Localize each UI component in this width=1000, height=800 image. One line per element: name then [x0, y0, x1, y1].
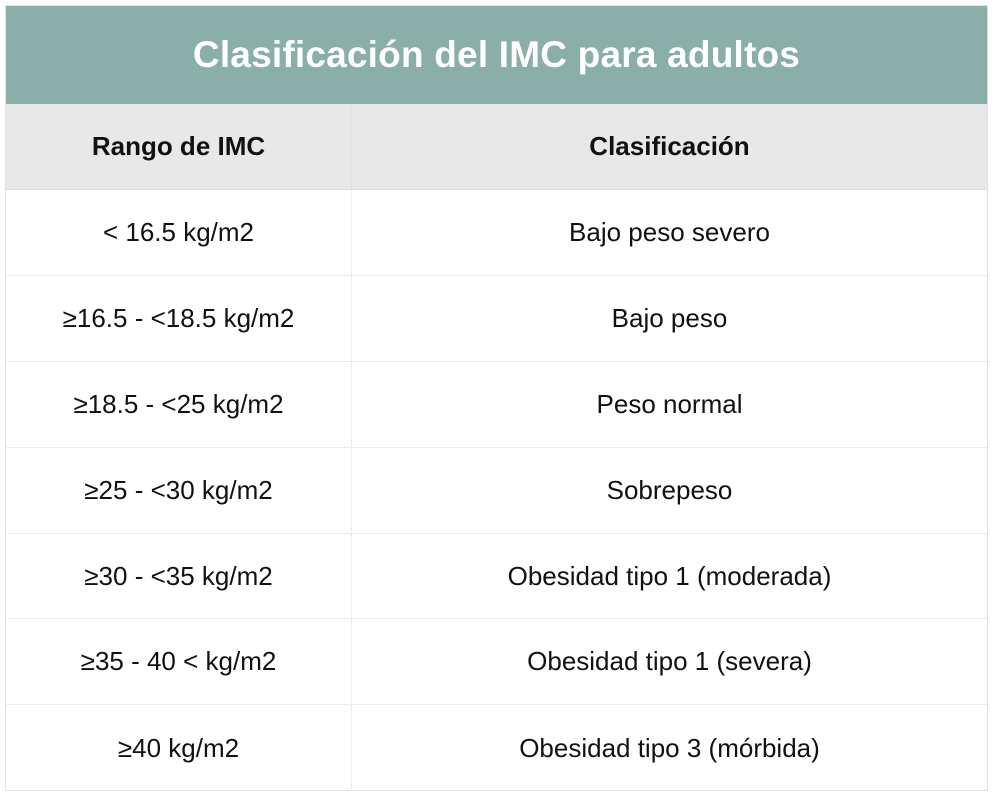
table-title-bar: Clasificación del IMC para adultos: [6, 6, 987, 104]
table-row: ≥18.5 - <25 kg/m2 Peso normal: [6, 361, 987, 448]
range-cell: ≥40 kg/m2: [6, 705, 352, 792]
table-row: ≥16.5 - <18.5 kg/m2 Bajo peso: [6, 275, 987, 362]
range-cell: ≥25 - <30 kg/m2: [6, 447, 352, 533]
range-cell: ≥30 - <35 kg/m2: [6, 533, 352, 619]
classification-cell: Bajo peso severo: [569, 216, 770, 247]
classification-cell: Bajo peso: [611, 302, 728, 333]
table-title: Clasificación del IMC para adultos: [192, 34, 801, 75]
range-cell: ≥18.5 - <25 kg/m2: [6, 361, 352, 447]
table-row: ≥25 - <30 kg/m2 Sobrepeso: [6, 447, 987, 534]
range-cell: < 16.5 kg/m2: [6, 190, 352, 275]
classification-cell: Obesidad tipo 1 (severa): [527, 646, 812, 677]
range-cell: ≥35 - 40 < kg/m2: [6, 619, 352, 705]
table-row: ≥30 - <35 kg/m2 Obesidad tipo 1 (moderad…: [6, 533, 987, 620]
classification-cell: Obesidad tipo 1 (moderada): [507, 560, 832, 591]
header-range: Rango de IMC: [6, 104, 352, 189]
classification-cell: Obesidad tipo 3 (mórbida): [519, 732, 820, 763]
bmi-classification-table: Clasificación del IMC para adultos Rango…: [5, 5, 988, 792]
classification-cell: Sobrepeso: [606, 474, 733, 505]
table-row: < 16.5 kg/m2 Bajo peso severo: [6, 190, 987, 276]
table-row: ≥35 - 40 < kg/m2 Obesidad tipo 1 (severa…: [6, 619, 987, 706]
table-header-row: Rango de IMC Clasificación: [6, 104, 987, 190]
classification-cell: Peso normal: [596, 388, 743, 419]
table-row: ≥40 kg/m2 Obesidad tipo 3 (mórbida): [6, 705, 987, 792]
range-cell: ≥16.5 - <18.5 kg/m2: [6, 275, 352, 361]
header-classification: Clasificación: [589, 131, 750, 161]
